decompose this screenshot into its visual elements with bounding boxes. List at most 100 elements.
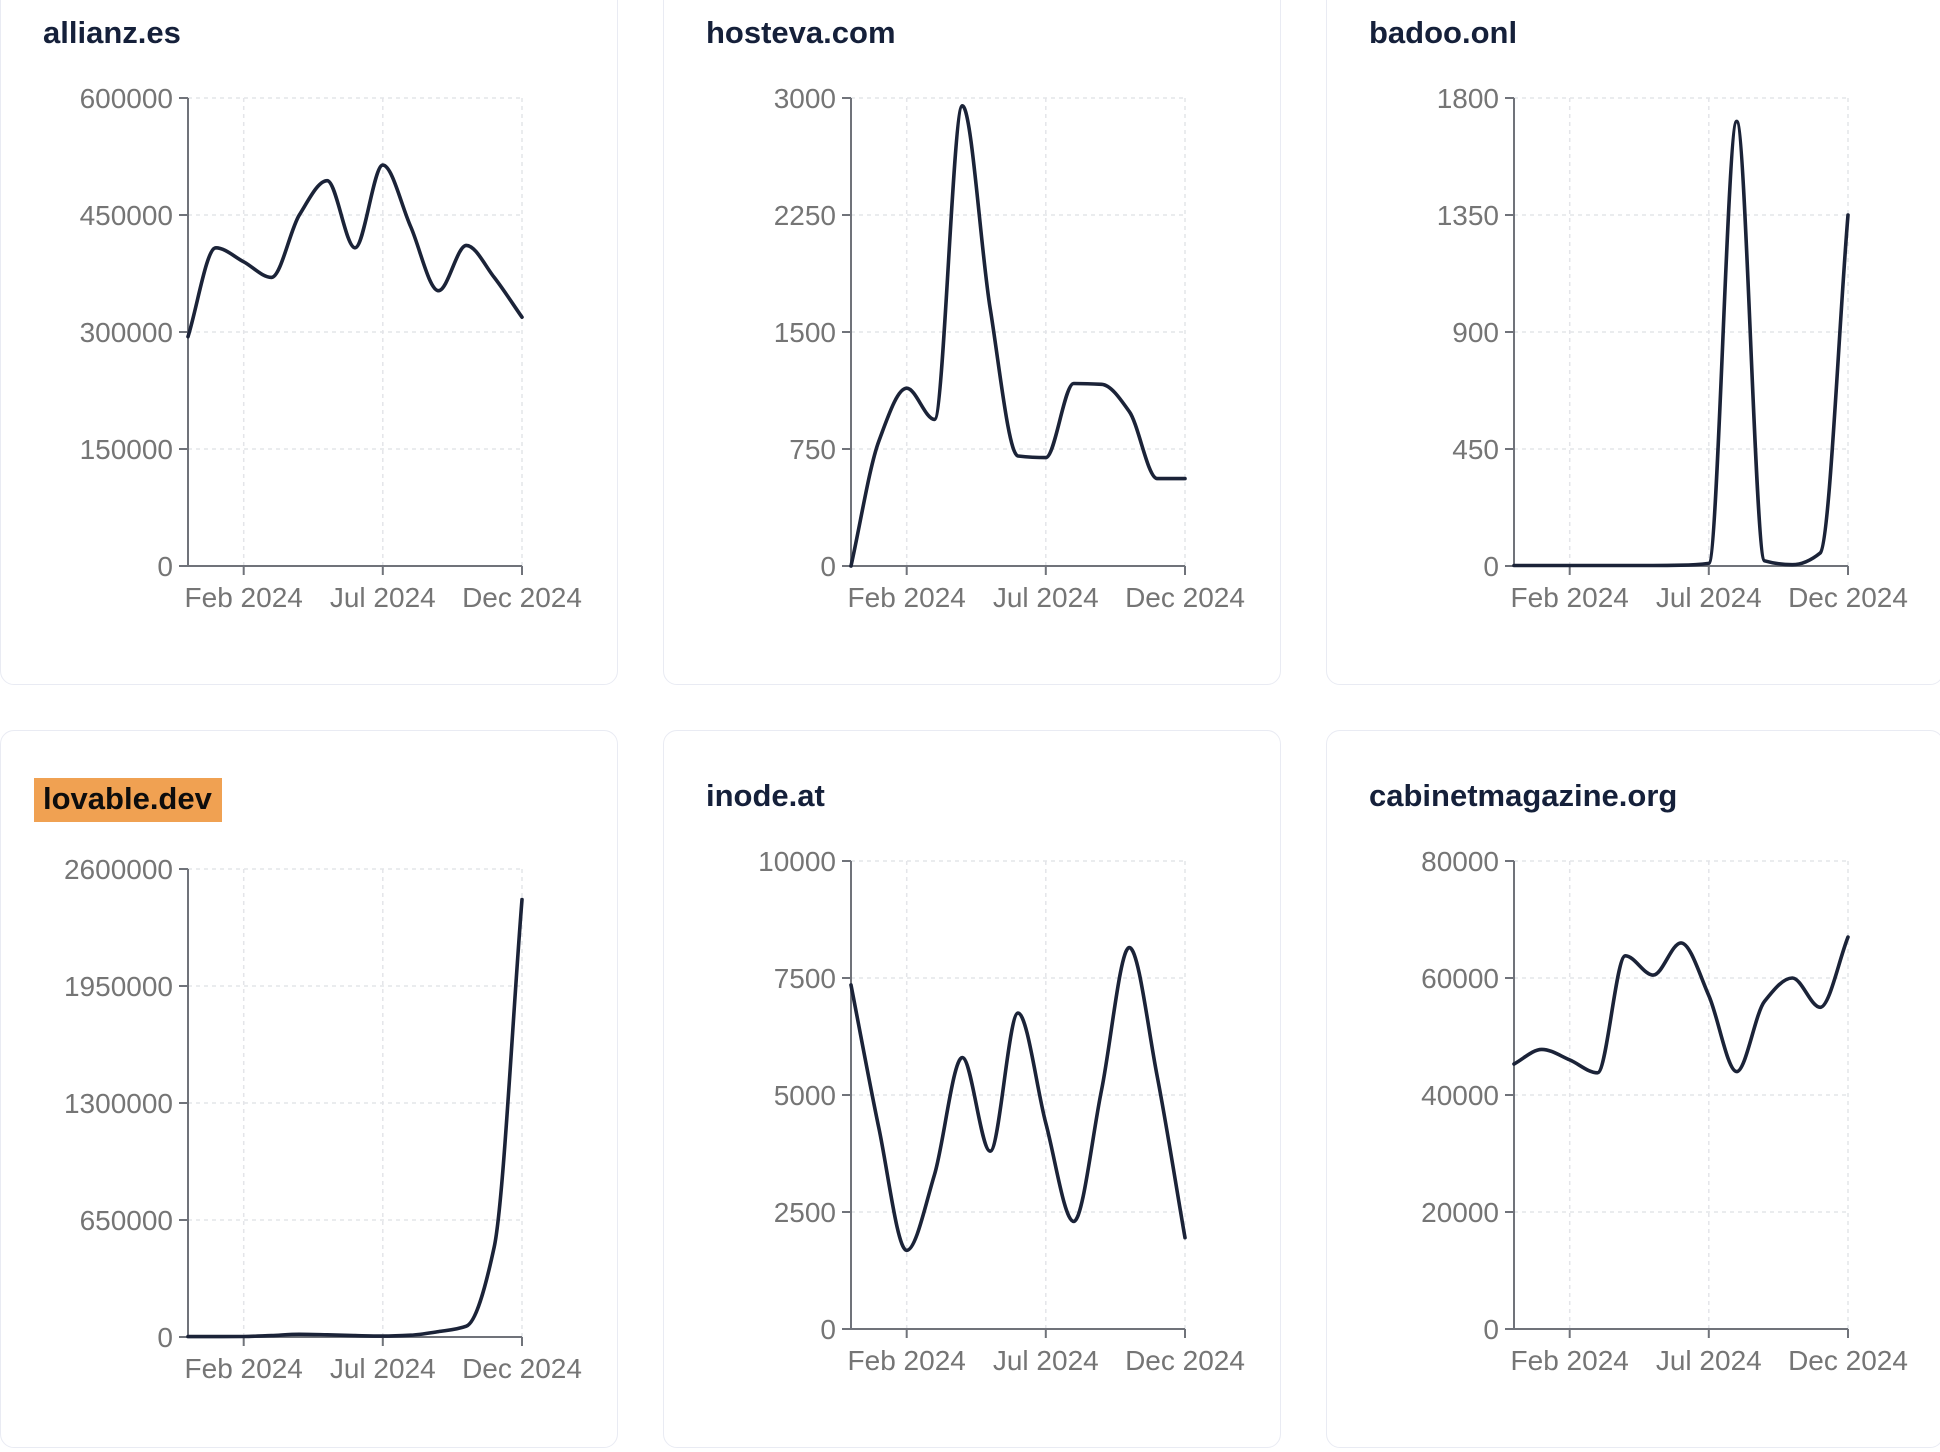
y-tick-label: 750 [789,434,836,465]
x-axis-labels: Feb 2024 Jul 2024 Dec 2024 [185,582,582,613]
gridlines [188,868,523,1337]
x-tick-label: Jul 2024 [330,1353,436,1384]
x-tick-label: Jul 2024 [1656,582,1762,613]
domain-title: lovable.dev [34,778,617,822]
x-tick-label: Dec 2024 [1125,1345,1245,1376]
x-tick-label: Dec 2024 [462,1353,582,1384]
y-tick-label: 0 [157,551,173,582]
domain-card-lovable[interactable]: lovable.dev 2600000 1950000 1300000 6500… [0,730,618,1448]
domain-name: badoo.onl [1369,15,1518,50]
y-axis-labels: 2600000 1950000 1300000 650000 0 [64,854,173,1353]
y-tick-label: 20000 [1421,1197,1499,1228]
domain-card-inode[interactable]: inode.at 10000 7500 5000 2500 0 Feb 2024… [663,730,1281,1448]
x-tick-label: Jul 2024 [1656,1345,1762,1376]
y-tick-label: 450000 [80,200,173,231]
y-tick-label: 0 [820,1314,836,1345]
traffic-series-line [849,104,1187,568]
y-tick-label: 1950000 [64,971,173,1002]
y-axis-labels: 600000 450000 300000 150000 0 [80,83,173,582]
domain-title: cabinetmagazine.org [1369,778,1940,814]
x-tick-label: Jul 2024 [330,582,436,613]
x-tick-label: Dec 2024 [1788,582,1908,613]
x-tick-label: Dec 2024 [1125,582,1245,613]
y-tick-label: 2600000 [64,854,173,885]
x-axis-labels: Feb 2024 Jul 2024 Dec 2024 [848,582,1245,613]
x-axis-labels: Feb 2024 Jul 2024 Dec 2024 [848,1345,1245,1376]
y-tick-label: 650000 [80,1205,173,1236]
y-tick-label: 0 [820,551,836,582]
gridlines [851,97,1186,566]
y-tick-label: 5000 [774,1080,836,1111]
y-tick-label: 1300000 [64,1088,173,1119]
x-tick-label: Feb 2024 [1511,582,1629,613]
domain-name: inode.at [706,778,825,813]
domain-card-hosteva[interactable]: hosteva.com 3000 2250 1500 750 0 Feb 202… [663,0,1281,685]
x-tick-label: Feb 2024 [1511,1345,1629,1376]
domain-card-badoo[interactable]: badoo.onl 1800 1350 900 450 0 Feb 2024 J… [1326,0,1940,685]
y-tick-label: 1800 [1437,83,1499,114]
axes [1505,97,1849,575]
y-tick-label: 10000 [758,846,836,877]
y-tick-label: 60000 [1421,963,1499,994]
x-tick-label: Feb 2024 [185,582,303,613]
traffic-line-chart: 600000 450000 300000 150000 0 Feb 2024 J… [80,83,582,613]
y-axis-labels: 10000 7500 5000 2500 0 [758,846,836,1345]
y-tick-label: 1500 [774,317,836,348]
x-tick-label: Jul 2024 [993,582,1099,613]
y-tick-label: 40000 [1421,1080,1499,1111]
axes [842,97,1186,575]
x-axis-labels: Feb 2024 Jul 2024 Dec 2024 [1511,582,1908,613]
x-tick-label: Jul 2024 [993,1345,1099,1376]
y-tick-label: 0 [1483,551,1499,582]
y-tick-label: 2250 [774,200,836,231]
y-tick-label: 3000 [774,83,836,114]
domain-name: hosteva.com [706,15,896,50]
x-axis-labels: Feb 2024 Jul 2024 Dec 2024 [185,1353,582,1384]
gridlines [1514,860,1849,1329]
axes [179,97,523,575]
axes [842,860,1186,1338]
domain-title: badoo.onl [1369,15,1940,51]
y-tick-label: 0 [157,1322,173,1353]
x-tick-label: Feb 2024 [848,1345,966,1376]
axes [179,868,523,1346]
y-axis-labels: 80000 60000 40000 20000 0 [1421,846,1499,1345]
domain-title: hosteva.com [706,15,1280,51]
y-axis-labels: 1800 1350 900 450 0 [1437,83,1499,582]
traffic-series-line [186,163,524,339]
traffic-line-chart: 80000 60000 40000 20000 0 Feb 2024 Jul 2… [1421,846,1908,1376]
gridlines [188,97,523,566]
y-tick-label: 2500 [774,1197,836,1228]
x-tick-label: Dec 2024 [1788,1345,1908,1376]
y-tick-label: 600000 [80,83,173,114]
x-tick-label: Feb 2024 [185,1353,303,1384]
axes [1505,860,1849,1338]
y-tick-label: 300000 [80,317,173,348]
x-tick-label: Feb 2024 [848,582,966,613]
y-tick-label: 450 [1452,434,1499,465]
x-axis-labels: Feb 2024 Jul 2024 Dec 2024 [1511,1345,1908,1376]
domain-card-allianz[interactable]: allianz.es 600000 450000 300000 150000 0… [0,0,618,685]
domain-card-cabinetmagazine[interactable]: cabinetmagazine.org 80000 60000 40000 20… [1326,730,1940,1448]
y-tick-label: 0 [1483,1314,1499,1345]
traffic-series-line [1512,119,1850,568]
y-tick-label: 150000 [80,434,173,465]
y-tick-label: 1350 [1437,200,1499,231]
y-tick-label: 80000 [1421,846,1499,877]
domain-name: cabinetmagazine.org [1369,778,1678,813]
domain-name-highlighted: lovable.dev [34,778,222,822]
y-tick-label: 7500 [774,963,836,994]
domain-title: inode.at [706,778,1280,814]
traffic-series-line [186,897,524,1339]
gridlines [851,860,1186,1329]
x-tick-label: Dec 2024 [462,582,582,613]
traffic-series-line [849,945,1187,1253]
traffic-line-chart: 1800 1350 900 450 0 Feb 2024 Jul 2024 De… [1437,83,1908,613]
traffic-line-chart: 2600000 1950000 1300000 650000 0 Feb 202… [64,854,582,1384]
y-tick-label: 900 [1452,317,1499,348]
y-axis-labels: 3000 2250 1500 750 0 [774,83,836,582]
traffic-series-line [1512,935,1850,1075]
traffic-line-chart: 3000 2250 1500 750 0 Feb 2024 Jul 2024 D… [774,83,1245,613]
domain-title: allianz.es [43,15,617,51]
